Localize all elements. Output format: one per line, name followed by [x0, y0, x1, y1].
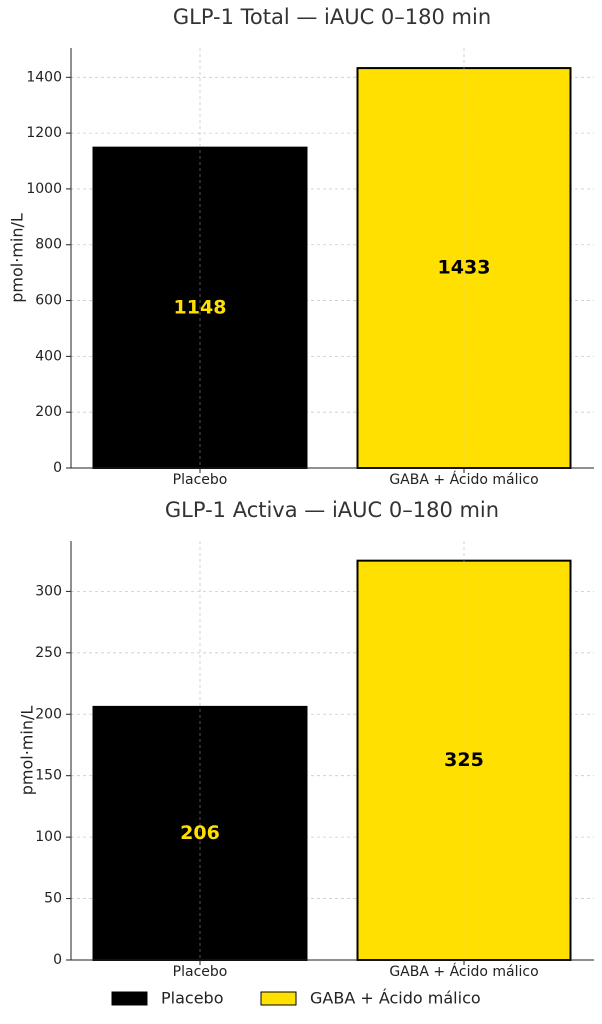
x-tick-label: Placebo	[173, 472, 228, 488]
y-tick-label: 400	[35, 348, 62, 364]
value-label: 1148	[174, 296, 227, 318]
legend-label: GABA + Ácido málico	[310, 989, 481, 1008]
y-tick-label: 1200	[26, 125, 62, 141]
y-tick-label: 1400	[26, 69, 62, 85]
x-tick-label: GABA + Ácido málico	[389, 471, 538, 488]
chart-title: GLP-1 Total — iAUC 0–180 min	[173, 5, 491, 29]
y-tick-label: 150	[35, 768, 62, 784]
value-label: 325	[444, 749, 484, 771]
value-label: 206	[180, 822, 220, 844]
value-label: 1433	[438, 257, 491, 279]
legend-swatch	[260, 991, 297, 1006]
y-tick-label: 100	[35, 829, 62, 845]
y-tick-label: 600	[35, 293, 62, 309]
y-tick-label: 200	[35, 404, 62, 420]
x-tick-label: GABA + Ácido málico	[389, 963, 538, 980]
chart-title: GLP-1 Activa — iAUC 0–180 min	[165, 498, 499, 522]
y-axis-label: pmol·min/L	[18, 706, 37, 796]
y-tick-label: 0	[53, 952, 62, 968]
y-tick-label: 0	[53, 460, 62, 476]
legend-label: Placebo	[161, 989, 223, 1008]
y-tick-label: 800	[35, 237, 62, 253]
y-axis-label: pmol·min/L	[8, 213, 27, 303]
y-tick-label: 1000	[26, 181, 62, 197]
y-tick-label: 250	[35, 645, 62, 661]
y-tick-label: 200	[35, 706, 62, 722]
y-tick-label: 50	[44, 891, 62, 907]
bar	[92, 705, 308, 961]
y-tick-label: 300	[35, 583, 62, 599]
legend-swatch	[111, 991, 148, 1006]
x-tick-label: Placebo	[173, 964, 228, 980]
